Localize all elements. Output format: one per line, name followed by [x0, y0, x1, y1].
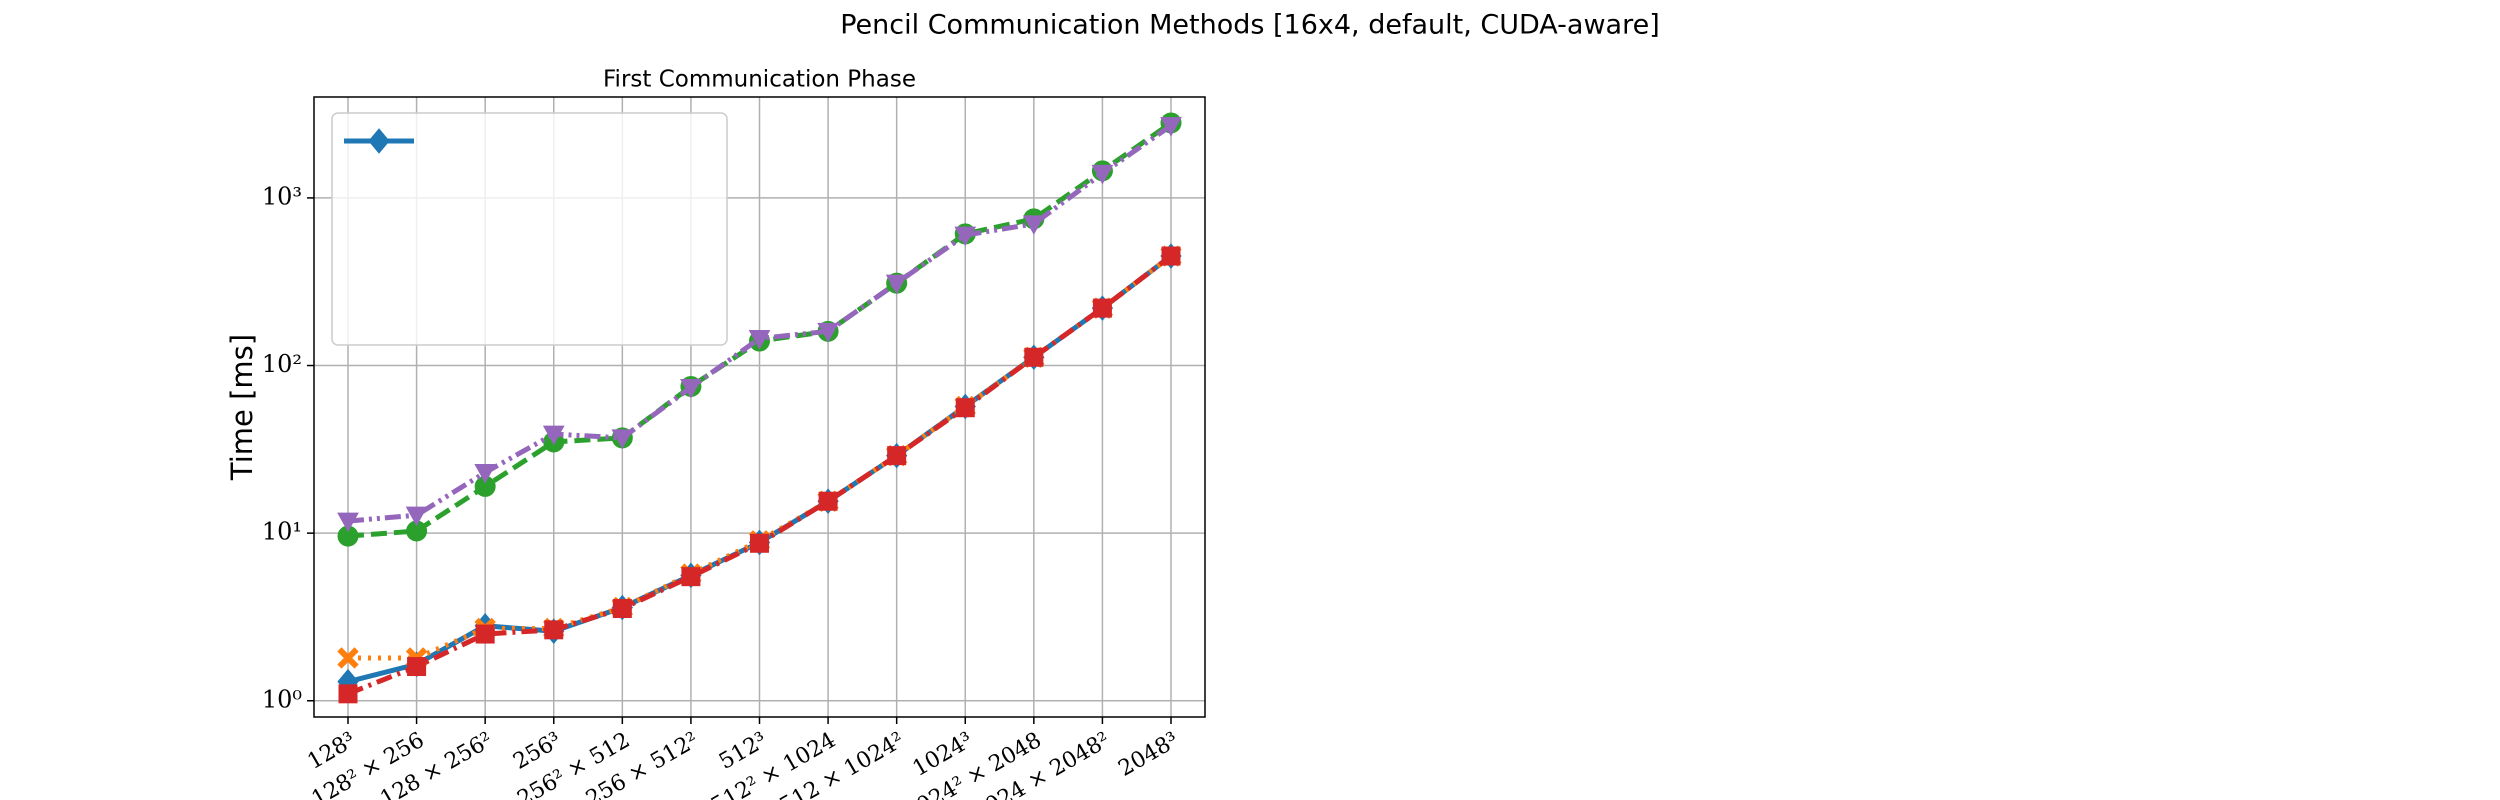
marker: [542, 425, 565, 446]
marker: [954, 226, 977, 247]
legend: [331, 112, 728, 346]
plot-frame: [313, 96, 1206, 718]
y-tick-label: 10⁰: [262, 685, 302, 713]
chart-title: First Communication Phase: [603, 67, 916, 93]
marker: [1091, 164, 1114, 185]
marker: [750, 533, 769, 553]
marker: [885, 274, 908, 295]
marker: [474, 464, 497, 484]
marker: [1024, 347, 1044, 367]
marker: [612, 599, 632, 619]
marker: [337, 647, 359, 669]
y-axis-label: Time [ms]: [225, 334, 259, 481]
legend-box: [331, 112, 728, 346]
marker: [681, 567, 701, 587]
x-tick-label: 2048³: [1114, 728, 1183, 782]
marker: [1022, 215, 1045, 235]
plot-area: [337, 112, 1182, 704]
marker: [405, 506, 428, 527]
marker: [337, 512, 359, 533]
marker: [475, 624, 495, 644]
marker: [611, 429, 634, 449]
marker: [1160, 117, 1182, 137]
marker: [1092, 298, 1112, 318]
y-tick-label: 10¹: [262, 518, 302, 546]
marker: [887, 446, 907, 466]
marker: [407, 657, 427, 677]
legend-marker: [368, 128, 390, 154]
figure-title: Pencil Communication Methods [16x4, defa…: [840, 10, 1660, 41]
marker: [818, 491, 838, 511]
y-tick-label: 10³: [262, 182, 302, 210]
marker: [544, 620, 564, 640]
marker: [955, 398, 975, 418]
y-tick-label: 10²: [262, 350, 302, 378]
marker: [817, 322, 839, 343]
marker: [1161, 246, 1181, 266]
marker: [680, 378, 702, 399]
marker: [748, 329, 771, 350]
marker: [338, 684, 358, 704]
